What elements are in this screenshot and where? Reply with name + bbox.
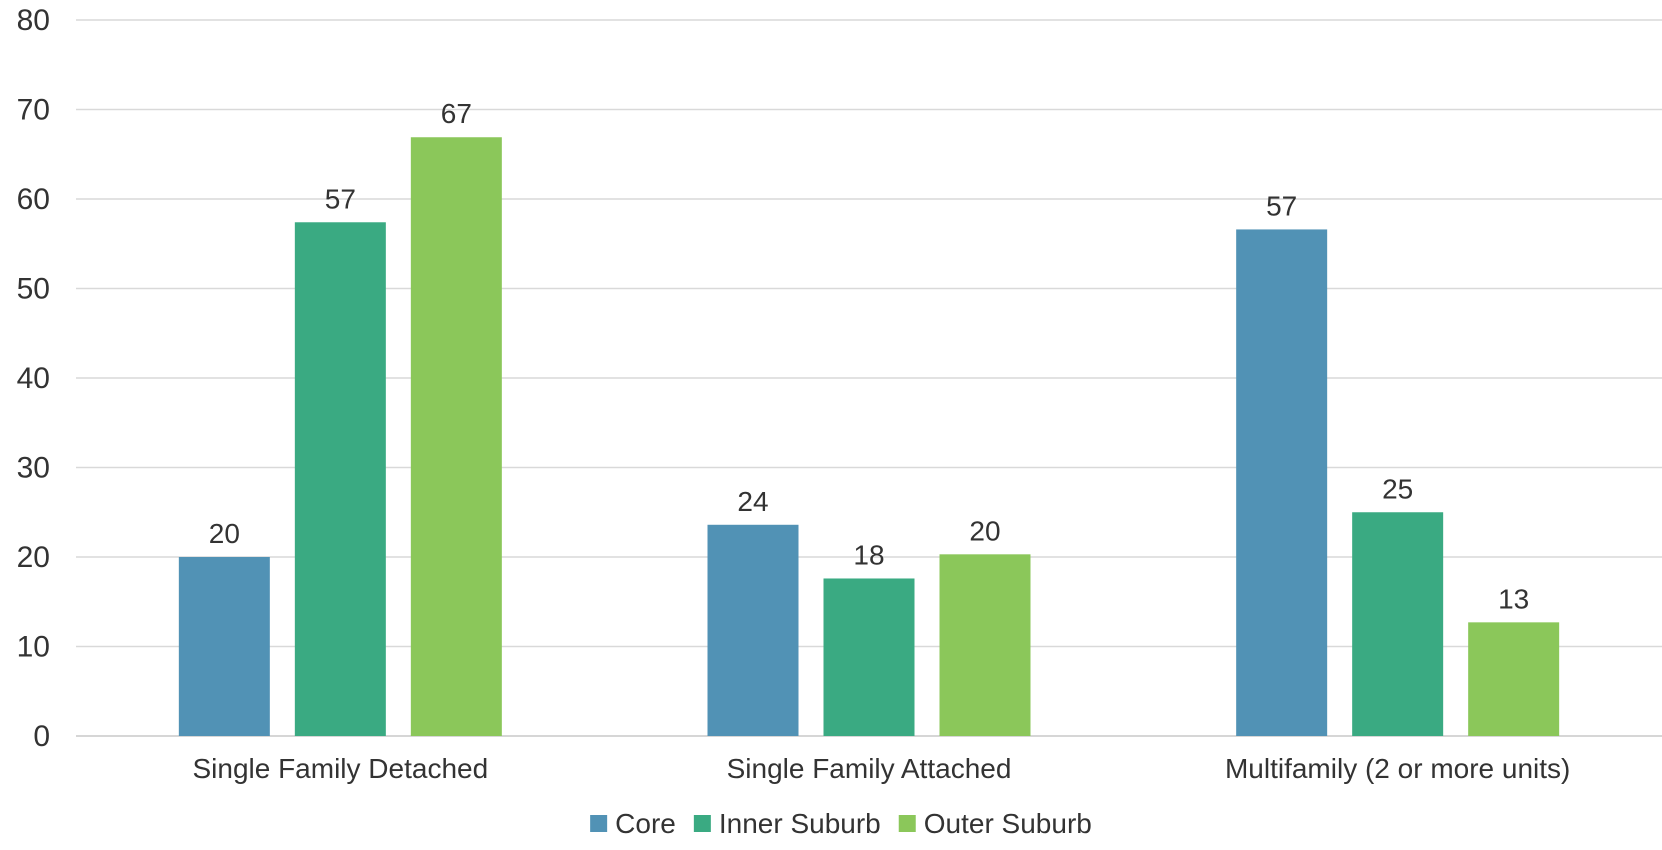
category-label: Single Family Detached <box>192 753 488 784</box>
bar-inner-suburb <box>294 222 386 736</box>
legend-swatch <box>898 815 916 832</box>
legend-swatch <box>693 815 711 832</box>
legend-label: Outer Suburb <box>924 808 1092 839</box>
data-label: 13 <box>1498 583 1529 614</box>
bar-outer-suburb <box>939 554 1031 736</box>
bar-outer-suburb <box>1468 622 1560 736</box>
legend-item-inner-suburb: Inner Suburb <box>693 808 881 839</box>
data-label: 24 <box>737 486 768 517</box>
bars <box>178 137 1560 736</box>
bar-core <box>178 557 270 736</box>
legend-item-core: Core <box>590 808 676 839</box>
data-label: 20 <box>209 518 240 549</box>
data-label: 57 <box>1266 190 1297 221</box>
legend-swatch <box>590 815 608 832</box>
bar-core <box>707 524 799 736</box>
data-label: 67 <box>441 98 472 129</box>
y-tick-label: 20 <box>17 541 50 574</box>
legend-item-outer-suburb: Outer Suburb <box>898 808 1092 839</box>
y-tick-label: 70 <box>17 94 50 127</box>
y-axis-tick-labels: 0 10 20 30 40 50 60 70 80 <box>17 4 50 753</box>
bar-inner-suburb <box>1352 512 1444 736</box>
y-tick-label: 50 <box>17 273 50 306</box>
category-label: Multifamily (2 or more units) <box>1225 753 1570 784</box>
y-tick-label: 80 <box>17 4 50 37</box>
data-label: 20 <box>969 515 1000 546</box>
bar-inner-suburb <box>823 578 915 736</box>
x-axis-category-labels: Single Family Detached Single Family Atta… <box>192 753 1570 784</box>
bar-core <box>1236 229 1328 736</box>
data-label: 18 <box>853 539 884 570</box>
legend-label: Core <box>615 808 676 839</box>
y-tick-label: 0 <box>33 720 50 753</box>
y-tick-label: 10 <box>17 631 50 664</box>
legend-label: Inner Suburb <box>719 808 881 839</box>
data-label: 25 <box>1382 473 1413 504</box>
data-label: 57 <box>325 183 356 214</box>
bar-outer-suburb <box>410 137 502 736</box>
data-labels: 20 57 67 24 18 20 57 25 13 <box>209 98 1529 614</box>
category-label: Single Family Attached <box>727 753 1012 784</box>
y-tick-label: 30 <box>17 452 50 485</box>
y-tick-label: 40 <box>17 362 50 395</box>
legend: Core Inner Suburb Outer Suburb <box>590 808 1092 839</box>
y-tick-label: 60 <box>17 183 50 216</box>
